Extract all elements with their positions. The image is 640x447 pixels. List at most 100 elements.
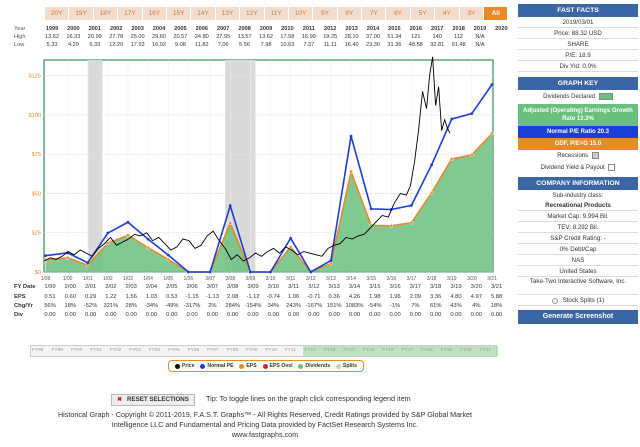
legend-item-price[interactable]: Price <box>174 363 195 369</box>
timeline-selection-window[interactable] <box>303 346 498 356</box>
share-type: SHARE <box>518 39 638 50</box>
normal-pe-point <box>490 83 494 86</box>
tab-all[interactable]: All <box>484 7 508 20</box>
legend-item-normal-pe[interactable]: Normal PE <box>200 363 234 369</box>
div-cell: 0.00 <box>105 312 117 318</box>
tab-7y[interactable]: 7Y <box>362 7 386 20</box>
legend-item-dividends[interactable]: Dividends <box>298 363 330 369</box>
recessions-toggle[interactable]: Recessions <box>518 150 638 162</box>
eps-point <box>329 261 333 266</box>
fy-dates-cell: 3/07 <box>206 284 219 290</box>
tab-6y[interactable]: 6Y <box>386 7 410 20</box>
years-cell: 2001 <box>88 26 102 32</box>
legend-item-eps[interactable]: EPS <box>239 363 257 369</box>
tab-3y[interactable]: 3Y <box>459 7 484 20</box>
tip-text: Tip: To toggle lines on the graph click … <box>206 394 411 403</box>
timeline-label: FY16 <box>382 348 394 353</box>
legend-label: EPS <box>246 363 257 369</box>
dividends-declared-toggle[interactable]: Dividends Declared <box>518 90 638 104</box>
fy-dates-cell: 2/06 <box>186 284 198 290</box>
tab-14y[interactable]: 14Y <box>191 7 215 20</box>
chg-cell: 1083% <box>345 303 364 309</box>
eps-cell: -1.13 <box>205 294 219 300</box>
tab-20y[interactable]: 20Y <box>45 7 69 20</box>
footer-line-1: Historical Graph - Copyright © 2011-2019… <box>57 410 473 419</box>
high-cell: 19.25 <box>323 34 338 40</box>
recessions-label: Recessions <box>557 153 589 160</box>
high-cell: 20.99 <box>87 34 102 40</box>
low-cell: N/A <box>475 42 485 48</box>
high-cell: 13.62 <box>45 34 59 40</box>
tab-18y[interactable]: 18Y <box>93 7 118 20</box>
div-cell: 0.00 <box>287 312 300 318</box>
tab-15y[interactable]: 15Y <box>166 7 191 20</box>
yield-payout-checkbox[interactable] <box>608 164 616 172</box>
x-tick-label: 1/06 <box>183 276 193 282</box>
chg-cell: 43% <box>450 303 462 309</box>
timeline-label: FY10 <box>265 348 277 353</box>
normal-pe-point <box>329 259 333 262</box>
sp-rating-value: S&P Credit Rating: - <box>518 233 638 245</box>
years-cell: 2004 <box>152 26 166 32</box>
dividends-declared-label: Dividends Declared <box>543 94 596 101</box>
y-tick-label: $125 <box>29 74 41 80</box>
x-tick-label: 1/01 <box>83 276 93 282</box>
tab-4y[interactable]: 4Y <box>435 7 459 20</box>
timeline-label: FY14 <box>343 348 355 353</box>
x-tick-label: 3/10 <box>266 276 276 282</box>
years-cell: 2007 <box>216 26 230 32</box>
radio-icon[interactable] <box>551 297 558 304</box>
normal-pe-point <box>86 261 90 265</box>
recessions-checkbox[interactable] <box>591 152 599 160</box>
timeline-label: FY15 <box>362 348 375 353</box>
div-cell: 0.00 <box>409 312 422 318</box>
price-earnings-chart[interactable]: $0 $25 $50 $75 $100 $125 1/99 1/00 1/01 1/02 1/03 1… <box>0 54 512 286</box>
low-cell: 9.33 <box>89 42 101 48</box>
div-cell: 0.00 <box>430 312 442 318</box>
chg-cell: 7% <box>411 303 420 309</box>
normal-pe-point <box>248 270 252 274</box>
timeline-label: FY00 <box>70 348 83 353</box>
tab-13y[interactable]: 13Y <box>215 7 240 20</box>
years-cell: 2020 <box>495 26 508 32</box>
timeline-label: FY11 <box>284 348 297 353</box>
eps-point <box>490 131 494 136</box>
tab-12y[interactable]: 12Y <box>240 7 264 20</box>
fy-dates-cell: 3/18 <box>430 284 442 290</box>
tab-11y[interactable]: 11Y <box>264 7 288 20</box>
eps-point <box>65 256 70 260</box>
timeline-scrollbar[interactable]: FY98 FY99 FY00 FY01 FY02 FY03 FY04 FY05 FY06 FY07… <box>30 345 498 357</box>
tab-16y[interactable]: 16Y <box>142 7 166 20</box>
debt-cap-value: 0% Debt/Cap <box>518 244 638 256</box>
x-tick-label: 3/21 <box>487 276 497 282</box>
legend-item-splits[interactable]: Splits <box>335 363 357 369</box>
tab-10y[interactable]: 10Y <box>288 7 313 20</box>
tab-8y[interactable]: 8Y <box>337 7 362 20</box>
div-cell: 0.00 <box>125 312 137 318</box>
timeline-label: FY06 <box>187 348 200 353</box>
stock-splits-row[interactable]: Stock Splits (1) <box>518 295 638 307</box>
fy-dates-cell: 3/17 <box>409 284 422 290</box>
reset-selections-button[interactable]: ✖ RESET SELECTIONS <box>111 394 195 406</box>
div-cell: 0.00 <box>186 312 198 318</box>
x-tick-label: 1/02 <box>103 276 113 282</box>
reset-selections-label: RESET SELECTIONS <box>127 396 189 403</box>
sidebar: FAST FACTS 2019/03/01 Price: 88.32 USD S… <box>518 4 638 325</box>
timeline-label: FY03 <box>129 348 141 353</box>
legend-label: EPS Ovsl <box>269 363 293 369</box>
yield-payout-toggle[interactable]: Dividend Yield & Payout <box>518 162 638 174</box>
tab-17y[interactable]: 17Y <box>118 7 142 20</box>
generate-screenshot-button[interactable]: Generate Screenshot <box>518 310 638 325</box>
footer: Historical Graph - Copyright © 2011-2019… <box>20 410 510 440</box>
tab-19y[interactable]: 19Y <box>69 7 93 20</box>
eps-cell: 2.09 <box>409 294 422 300</box>
years-cell: 2011 <box>302 26 315 32</box>
y-tick-label: $100 <box>29 113 41 119</box>
eps-cell: 0.29 <box>84 294 97 300</box>
tab-5y[interactable]: 5Y <box>410 7 435 20</box>
tab-9y[interactable]: 9Y <box>313 7 337 20</box>
footer-line-2: Intelligence LLC and Fundamental and Pri… <box>111 420 419 429</box>
legend-item-eps-ovsl[interactable]: EPS Ovsl <box>262 363 293 369</box>
footer-link[interactable]: www.fastgraphs.com <box>231 430 299 439</box>
chg-cell: 34% <box>267 303 280 309</box>
